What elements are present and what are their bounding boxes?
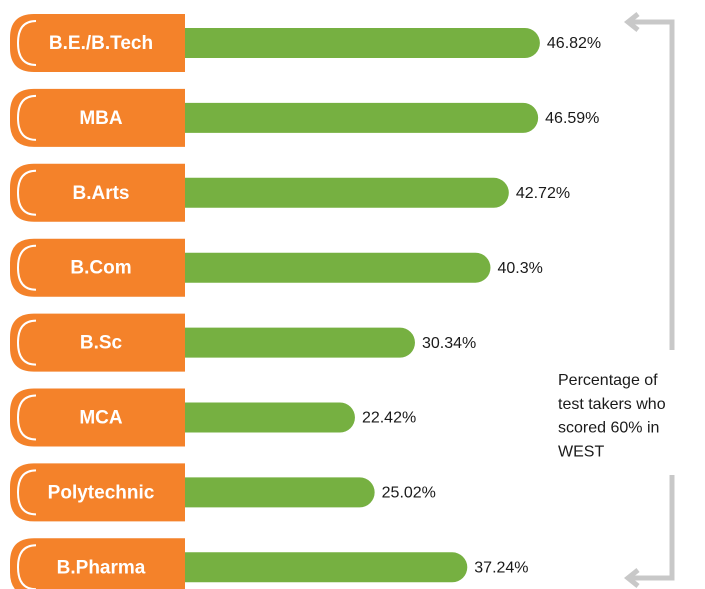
bar — [185, 102, 539, 133]
value-label: 40.3% — [497, 260, 542, 277]
bar — [185, 177, 509, 208]
box-arc — [16, 169, 37, 216]
box-arc — [16, 544, 37, 589]
category-label: MCA — [79, 408, 123, 429]
category-box — [10, 463, 185, 522]
bar — [185, 28, 540, 58]
annotation: Percentage of — [558, 372, 658, 389]
box-arc — [16, 319, 37, 366]
bracket — [623, 12, 675, 588]
box-arc — [16, 20, 37, 66]
category-label: B.Com — [70, 258, 131, 279]
value-label: 46.82% — [547, 35, 601, 52]
bar — [185, 252, 491, 283]
category-label: B.Sc — [80, 333, 123, 354]
category-label: Polytechnic — [48, 482, 155, 503]
category-label: B.Arts — [72, 183, 129, 204]
category-box — [10, 388, 185, 447]
value-label: 42.72% — [516, 185, 570, 202]
box-arc — [16, 244, 37, 291]
category-label: MBA — [79, 108, 123, 129]
category-box — [10, 238, 185, 297]
category-label: B.E./B.Tech — [49, 33, 153, 54]
bar — [185, 402, 355, 433]
bar — [185, 327, 415, 358]
annotation: test takers who — [558, 396, 666, 413]
box-arc — [16, 394, 37, 441]
category-label: B.Pharma — [57, 557, 146, 578]
value-label: 46.59% — [545, 110, 599, 127]
arrow-head — [623, 568, 640, 588]
value-label: 30.34% — [422, 335, 476, 352]
box-arc — [16, 469, 37, 516]
box-arc — [16, 94, 37, 141]
bracket-top — [632, 19, 675, 350]
annotation: WEST — [558, 443, 604, 460]
bar — [185, 552, 468, 583]
category-box — [10, 313, 185, 372]
category-box — [10, 538, 185, 589]
bracket-bottom — [632, 475, 675, 581]
category-box — [10, 88, 185, 147]
value-label: 37.24% — [474, 560, 528, 577]
category-box — [10, 14, 185, 72]
value-label: 22.42% — [362, 410, 416, 427]
arrow-head — [623, 12, 640, 32]
category-box — [10, 163, 185, 222]
value-label: 25.02% — [382, 485, 436, 502]
bar — [185, 477, 375, 508]
annotation: scored 60% in — [558, 420, 659, 437]
